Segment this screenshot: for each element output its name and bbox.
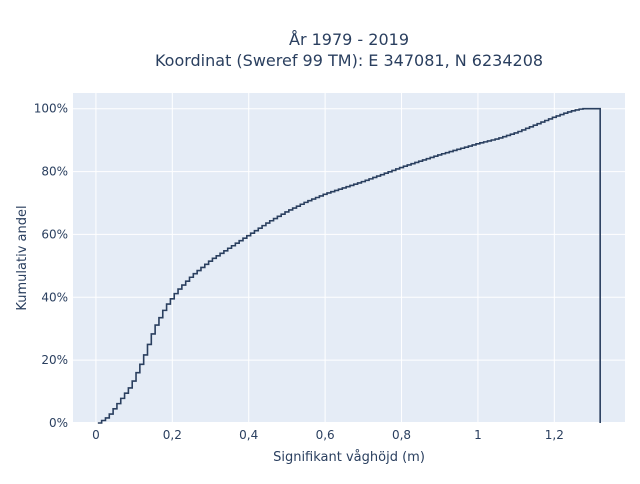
chart-title-line2: Koordinat (Sweref 99 TM): E 347081, N 62… bbox=[155, 51, 543, 70]
y-axis-label: Kumulativ andel bbox=[15, 205, 30, 310]
x-tick-label: 0,2 bbox=[163, 428, 182, 442]
y-tick-labels: 0% 20% 40% 60% 80% 100% bbox=[34, 102, 68, 430]
chart-title-line1: År 1979 - 2019 bbox=[289, 30, 409, 49]
x-tick-labels: 0 0,2 0,4 0,6 0,8 1 1,2 bbox=[92, 428, 564, 442]
y-tick-label: 40% bbox=[41, 290, 68, 304]
x-tick-label: 0 bbox=[92, 428, 100, 442]
cdf-step-line bbox=[97, 107, 601, 424]
y-tick-label: 100% bbox=[34, 102, 68, 116]
x-tick-label: 1,2 bbox=[545, 428, 564, 442]
y-tick-label: 0% bbox=[49, 416, 68, 430]
y-tick-label: 20% bbox=[41, 353, 68, 367]
x-tick-label: 1 bbox=[474, 428, 482, 442]
grid-lines bbox=[73, 93, 625, 423]
y-tick-label: 60% bbox=[41, 227, 68, 241]
x-axis-label: Signifikant våghöjd (m) bbox=[273, 450, 425, 465]
series-layer bbox=[97, 107, 601, 424]
x-tick-label: 0,6 bbox=[316, 428, 335, 442]
x-tick-label: 0,4 bbox=[239, 428, 258, 442]
x-tick-label: 0,8 bbox=[392, 428, 411, 442]
plot-background bbox=[73, 93, 625, 423]
y-tick-label: 80% bbox=[41, 165, 68, 179]
